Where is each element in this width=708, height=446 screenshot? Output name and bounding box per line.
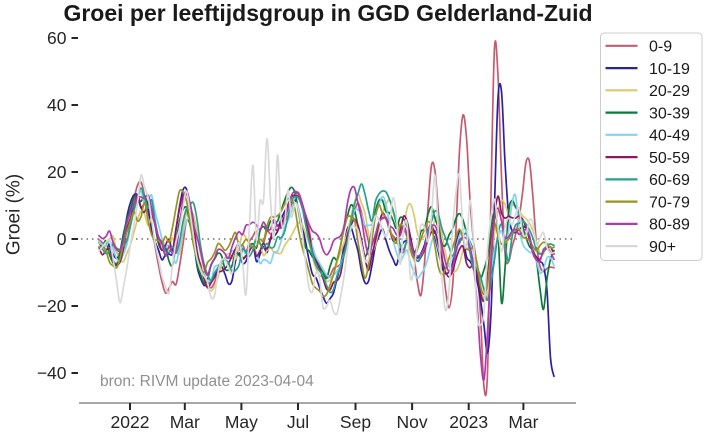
svg-text:Jul: Jul — [287, 412, 309, 432]
svg-text:−40: −40 — [37, 363, 67, 383]
svg-text:Mar: Mar — [508, 412, 538, 432]
svg-text:40: 40 — [47, 95, 67, 115]
svg-text:Sep: Sep — [340, 412, 371, 432]
svg-text:0: 0 — [57, 229, 67, 249]
svg-text:2023: 2023 — [449, 412, 488, 432]
svg-text:70-79: 70-79 — [649, 194, 690, 211]
svg-text:Groei per leeftijdsgroup in GG: Groei per leeftijdsgroup in GGD Gelderla… — [63, 0, 592, 26]
svg-text:60: 60 — [47, 28, 67, 48]
svg-text:Groei (%): Groei (%) — [4, 174, 25, 255]
svg-text:20: 20 — [47, 162, 67, 182]
svg-text:bron: RIVM update 2023-04-04: bron: RIVM update 2023-04-04 — [100, 373, 314, 390]
svg-text:0-9: 0-9 — [649, 39, 672, 56]
svg-text:Mar: Mar — [170, 412, 200, 432]
svg-text:10-19: 10-19 — [649, 61, 690, 78]
svg-text:40-49: 40-49 — [649, 128, 690, 145]
svg-text:Nov: Nov — [397, 412, 428, 432]
svg-text:30-39: 30-39 — [649, 105, 690, 122]
svg-text:50-59: 50-59 — [649, 150, 690, 167]
svg-text:80-89: 80-89 — [649, 217, 690, 234]
svg-text:2022: 2022 — [111, 412, 150, 432]
svg-text:90+: 90+ — [649, 239, 676, 256]
svg-text:20-29: 20-29 — [649, 83, 690, 100]
svg-text:60-69: 60-69 — [649, 172, 690, 189]
svg-text:May: May — [225, 412, 258, 432]
svg-text:−20: −20 — [37, 296, 67, 316]
